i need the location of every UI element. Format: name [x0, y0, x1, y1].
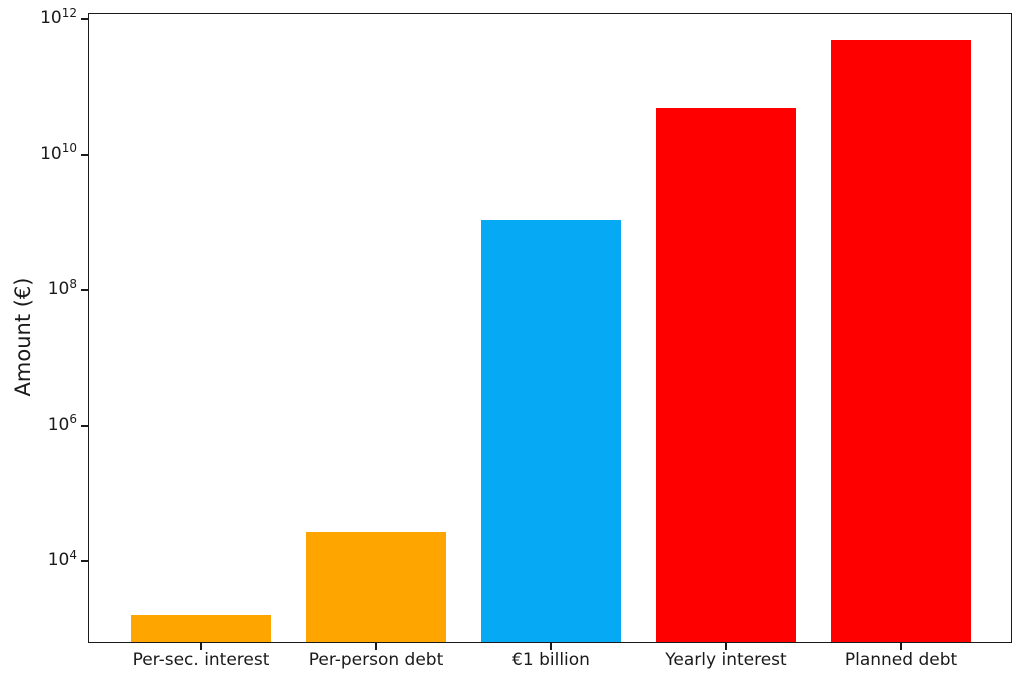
x-tick [725, 643, 727, 650]
y-tick-label: 1010 [40, 141, 77, 164]
x-tick [375, 643, 377, 650]
bar [481, 220, 621, 642]
y-tick [81, 18, 88, 21]
x-tick-label: €1 billion [512, 650, 590, 670]
x-tick [900, 643, 902, 650]
y-axis-title: Amount (€) [11, 277, 35, 397]
x-tick-label: Per-person debt [308, 650, 444, 670]
plot-area: Per-sec. interest Per-person debt €1 billi… [40, 7, 1012, 669]
bar [656, 108, 796, 642]
x-tick [200, 643, 202, 650]
x-tick [550, 643, 552, 650]
y-tick-label: 106 [47, 412, 77, 435]
x-tick-label: Per-sec. interest [132, 650, 270, 670]
y-tick [81, 153, 88, 156]
y-tick-label: 104 [47, 547, 77, 571]
bar [131, 615, 271, 642]
bar [306, 532, 446, 642]
y-tick [81, 560, 88, 563]
bar [831, 39, 971, 642]
x-tick-label: Planned debt [844, 650, 958, 670]
y-tick-label: 1012 [40, 5, 77, 29]
x-tick-label: Yearly interest [665, 650, 787, 670]
y-tick [81, 424, 88, 427]
y-tick-label: 108 [47, 276, 77, 300]
y-tick [81, 289, 88, 292]
